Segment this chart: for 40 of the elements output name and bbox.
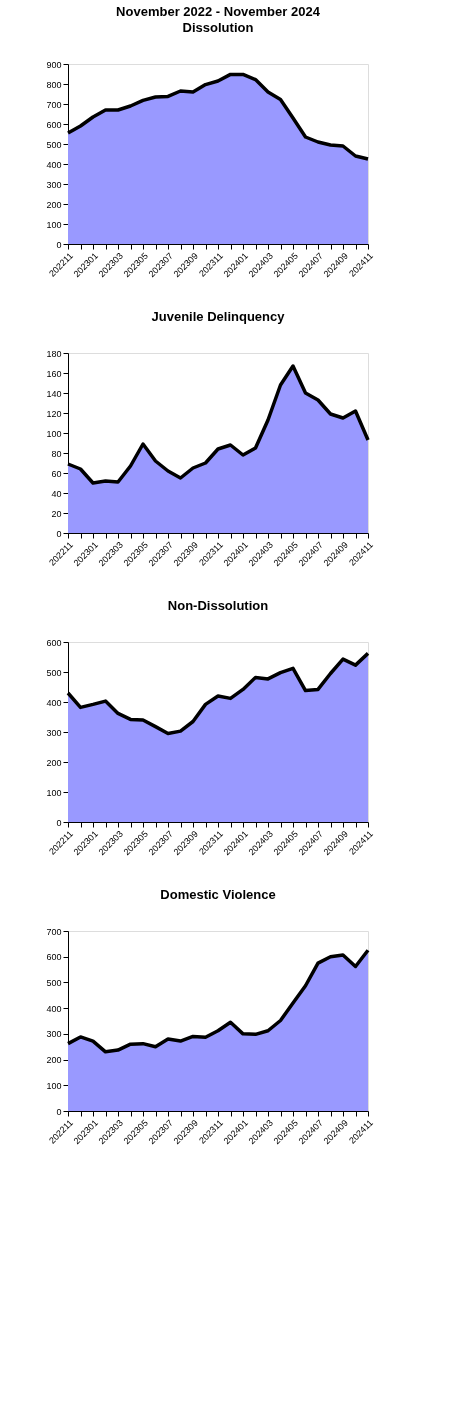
y-tick-label: 200: [46, 199, 62, 210]
y-tick-label: 40: [51, 488, 62, 499]
y-tick-label: 0: [56, 528, 62, 539]
chart-title: Non-Dissolution: [167, 598, 269, 613]
chart-title: Juvenile Delinquency: [151, 309, 286, 324]
y-tick-label: 160: [46, 368, 62, 379]
chart-subtitle: Dissolution: [182, 20, 254, 35]
y-tick-label: 80: [51, 448, 62, 459]
y-tick-label: 500: [46, 139, 62, 150]
y-tick-label: 100: [46, 787, 62, 798]
y-tick-label: 200: [46, 1055, 62, 1066]
y-tick-label: 100: [46, 428, 62, 439]
y-tick-label: 0: [56, 1106, 62, 1117]
y-tick-label: 20: [51, 508, 62, 519]
y-tick-label: 700: [46, 926, 62, 937]
y-tick-label: 500: [46, 667, 62, 678]
y-tick-label: 600: [46, 952, 62, 963]
y-tick-label: 300: [46, 1029, 62, 1040]
y-tick-label: 300: [46, 179, 62, 190]
chart-title: November 2022 - November 2024: [116, 4, 321, 19]
y-tick-label: 0: [56, 817, 62, 828]
y-tick-label: 400: [46, 697, 62, 708]
y-tick-label: 0: [56, 239, 62, 250]
y-tick-label: 100: [46, 1080, 62, 1091]
y-tick-label: 700: [46, 99, 62, 110]
y-tick-label: 800: [46, 79, 62, 90]
y-tick-label: 600: [46, 637, 62, 648]
y-tick-label: 900: [46, 59, 62, 70]
y-tick-label: 180: [46, 348, 62, 359]
y-tick-label: 600: [46, 119, 62, 130]
y-tick-label: 400: [46, 1003, 62, 1014]
y-tick-label: 60: [51, 468, 62, 479]
y-tick-label: 400: [46, 159, 62, 170]
y-tick-label: 140: [46, 388, 62, 399]
y-tick-label: 120: [46, 408, 62, 419]
y-tick-label: 200: [46, 757, 62, 768]
y-tick-label: 300: [46, 727, 62, 738]
y-tick-label: 100: [46, 219, 62, 230]
chart-title: Domestic Violence: [160, 887, 276, 902]
y-tick-label: 500: [46, 977, 62, 988]
